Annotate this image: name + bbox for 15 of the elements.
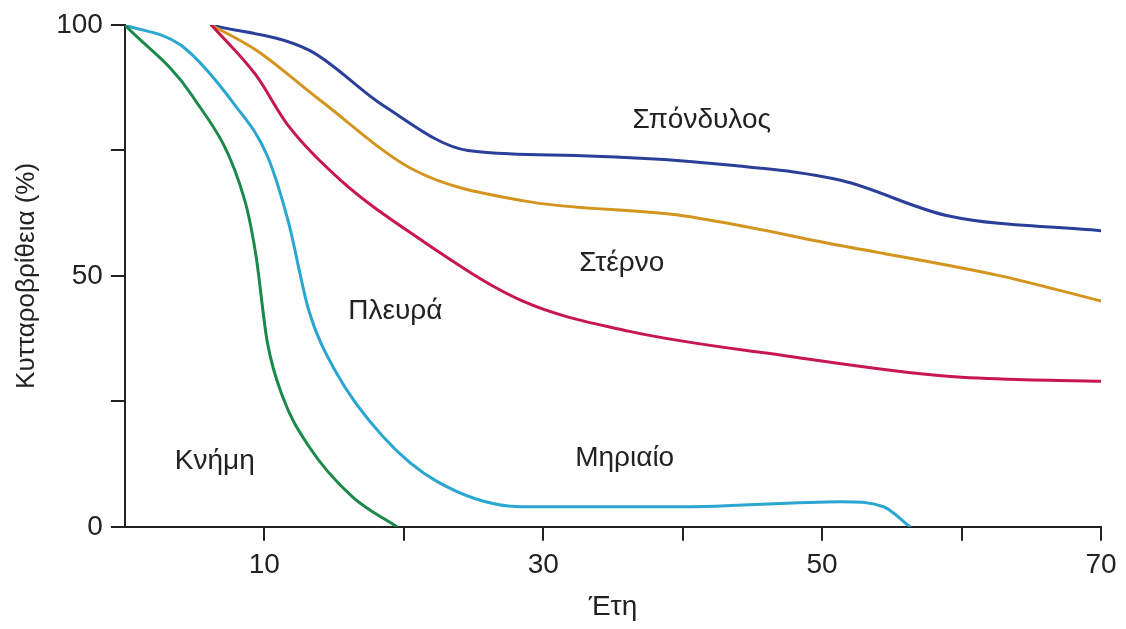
x-tick-label: 10: [248, 548, 280, 580]
x-tick-label: 50: [806, 548, 838, 580]
y-tick-label: 50: [71, 258, 103, 290]
y-tick-label: 100: [56, 7, 103, 39]
series-label: Πλευρά: [348, 294, 443, 326]
series-label: Κνήμη: [174, 444, 255, 476]
series-label: Στέρνο: [579, 245, 665, 277]
series-label: Μηριαίο: [575, 441, 675, 473]
line-series: [209, 25, 1101, 383]
x-axis-title: Έτη: [587, 589, 638, 621]
y-axis-title: Κυτταροβρίθεια (%): [9, 162, 40, 389]
x-tick-label: 30: [527, 548, 559, 580]
x-tick-label: 70: [1085, 548, 1117, 580]
series-label: Σπόνδυλος: [632, 102, 771, 134]
y-tick-label: 0: [87, 509, 103, 541]
